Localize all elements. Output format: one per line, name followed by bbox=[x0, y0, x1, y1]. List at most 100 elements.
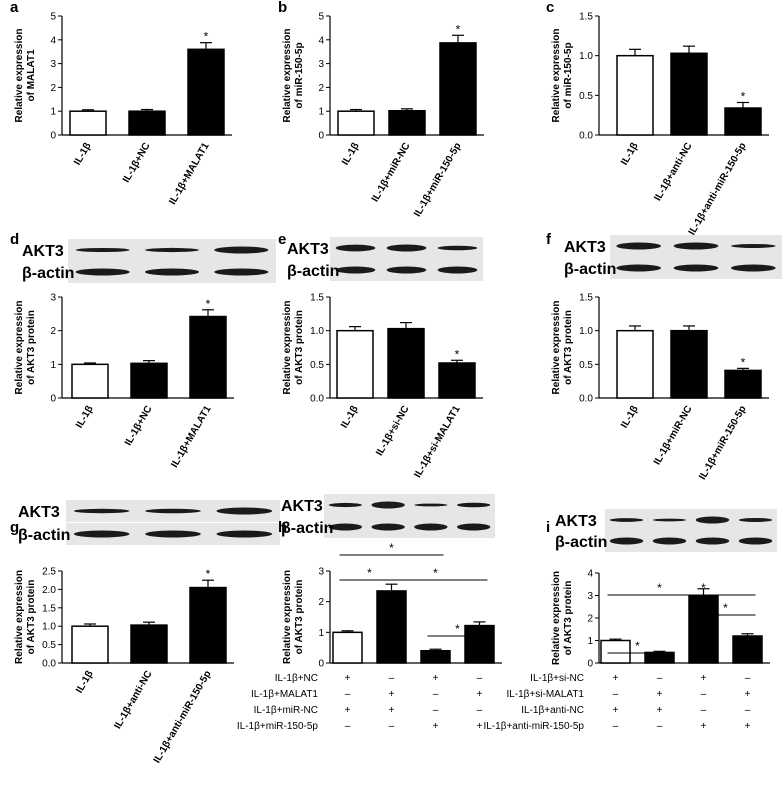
y-tick-label: 2 bbox=[318, 83, 324, 94]
condition-label: IL-1β+miR-NC bbox=[254, 705, 318, 716]
blot-band bbox=[695, 516, 730, 524]
bar bbox=[337, 110, 375, 136]
bar bbox=[388, 109, 426, 136]
condition-mark: + bbox=[345, 705, 351, 716]
condition-mark: + bbox=[657, 689, 663, 700]
category-label: IL-1β+anti-NC bbox=[112, 669, 154, 731]
category-label: IL-1β+miR-NC bbox=[652, 404, 695, 467]
comparison-star: * bbox=[635, 639, 640, 653]
y-axis-label: Relative expressionof AKT3 protein bbox=[282, 301, 305, 395]
condition-mark: – bbox=[745, 673, 751, 684]
category-label: IL-1β bbox=[340, 141, 361, 167]
condition-mark: – bbox=[433, 689, 439, 700]
condition-mark: + bbox=[477, 689, 483, 700]
y-tick-label: 0.5 bbox=[310, 360, 324, 371]
y-tick-label: 5 bbox=[318, 12, 324, 23]
blot-band bbox=[75, 268, 130, 276]
comparison-star: * bbox=[389, 541, 394, 555]
category-label: IL-1β bbox=[74, 404, 95, 430]
y-tick-label: 1.0 bbox=[579, 51, 593, 62]
y-tick-label: 1.0 bbox=[310, 326, 324, 337]
y-axis-label: Relative expressionof AKT3 protein bbox=[14, 570, 37, 664]
bar bbox=[724, 369, 762, 399]
blot-band bbox=[75, 247, 130, 253]
condition-mark: – bbox=[433, 705, 439, 716]
condition-mark: + bbox=[613, 673, 619, 684]
condition-mark: – bbox=[389, 721, 395, 732]
panel-b: b 0 1 2 3 4 5 Relative expressionof miR-150-5p *… bbox=[278, 0, 484, 219]
y-tick-label: 1.0 bbox=[42, 622, 56, 633]
bar bbox=[616, 329, 654, 399]
y-tick-label: 0 bbox=[587, 659, 593, 670]
blot-band bbox=[335, 244, 376, 252]
blot-band bbox=[73, 530, 130, 538]
bar bbox=[130, 624, 168, 664]
blot-band bbox=[738, 537, 773, 545]
blot-band bbox=[673, 242, 719, 250]
y-axis-label-line: of AKT3 protein bbox=[26, 580, 37, 655]
category-label: IL-1β+miR-150-5p bbox=[412, 141, 463, 219]
bar bbox=[616, 54, 654, 136]
y-tick-label: 0.5 bbox=[42, 640, 56, 651]
blot-strip bbox=[605, 509, 777, 531]
y-axis-label: Relative expressionof AKT3 protein bbox=[551, 301, 574, 395]
y-tick-label: 5 bbox=[50, 12, 56, 23]
y-axis-label-line: Relative expression bbox=[282, 301, 293, 395]
blot-strip bbox=[324, 516, 495, 538]
bar bbox=[128, 110, 166, 136]
panel-a: a 0 1 2 3 4 5 Relative expressionof MALAT1 * IL-1… bbox=[10, 0, 232, 207]
blot-band bbox=[437, 266, 478, 274]
condition-mark: – bbox=[477, 673, 483, 684]
category-label: IL-1β+si-MALAT1 bbox=[412, 404, 462, 480]
bar bbox=[600, 639, 631, 664]
y-tick-label: 2 bbox=[50, 83, 56, 94]
blot-label: AKT3 bbox=[555, 513, 597, 530]
significance-marker: * bbox=[206, 297, 211, 311]
condition-mark: + bbox=[477, 721, 483, 732]
significance-marker: * bbox=[206, 567, 211, 581]
blot-band bbox=[144, 268, 200, 276]
condition-mark: – bbox=[657, 721, 663, 732]
bar bbox=[724, 107, 762, 136]
y-tick-label: 4 bbox=[318, 35, 324, 46]
blot-label: β-actin bbox=[555, 534, 607, 551]
bar bbox=[688, 594, 719, 664]
condition-mark: – bbox=[345, 721, 351, 732]
y-tick-label: 0 bbox=[318, 659, 324, 670]
y-tick-label: 1.5 bbox=[579, 293, 593, 304]
y-tick-label: 2.0 bbox=[42, 585, 56, 596]
panel-letter: h bbox=[278, 519, 287, 536]
condition-label: IL-1β+NC bbox=[275, 673, 318, 684]
y-tick-label: 3 bbox=[50, 59, 56, 70]
blot-band bbox=[328, 523, 363, 531]
blot-label: AKT3 bbox=[18, 504, 60, 521]
panel-letter: f bbox=[546, 231, 552, 248]
panel-letter: i bbox=[546, 519, 550, 536]
significance-marker: * bbox=[741, 89, 746, 103]
y-tick-label: 1 bbox=[318, 107, 324, 118]
y-tick-label: 0.0 bbox=[42, 659, 56, 670]
y-axis-label-line: Relative expression bbox=[551, 29, 562, 123]
y-axis-label: Relative expressionof MALAT1 bbox=[14, 29, 37, 123]
blot-band bbox=[386, 244, 427, 252]
panel-f: f AKT3 β-actin 0.0 0.5 1.0 1.5 Relative express… bbox=[546, 231, 782, 482]
significance-marker: * bbox=[456, 22, 461, 36]
y-tick-label: 1.5 bbox=[42, 603, 56, 614]
y-tick-label: 1.5 bbox=[579, 12, 593, 23]
blot-band bbox=[456, 523, 491, 531]
blot-band bbox=[616, 242, 662, 250]
y-axis-label-line: Relative expression bbox=[14, 570, 25, 664]
blot-band bbox=[216, 530, 273, 538]
blot-band bbox=[214, 268, 269, 276]
y-axis-label: Relative expressionof miR-150-5p bbox=[282, 29, 305, 123]
y-axis-label-line: of AKT3 protein bbox=[563, 310, 574, 385]
y-tick-label: 3 bbox=[587, 591, 593, 602]
y-tick-label: 4 bbox=[50, 35, 56, 46]
condition-mark: + bbox=[701, 721, 707, 732]
blot-band bbox=[335, 266, 376, 274]
comparison-star: * bbox=[455, 622, 460, 636]
condition-mark: – bbox=[657, 673, 663, 684]
bar bbox=[732, 635, 763, 664]
y-axis-label: Relative expressionof miR-150-5p bbox=[551, 29, 574, 123]
